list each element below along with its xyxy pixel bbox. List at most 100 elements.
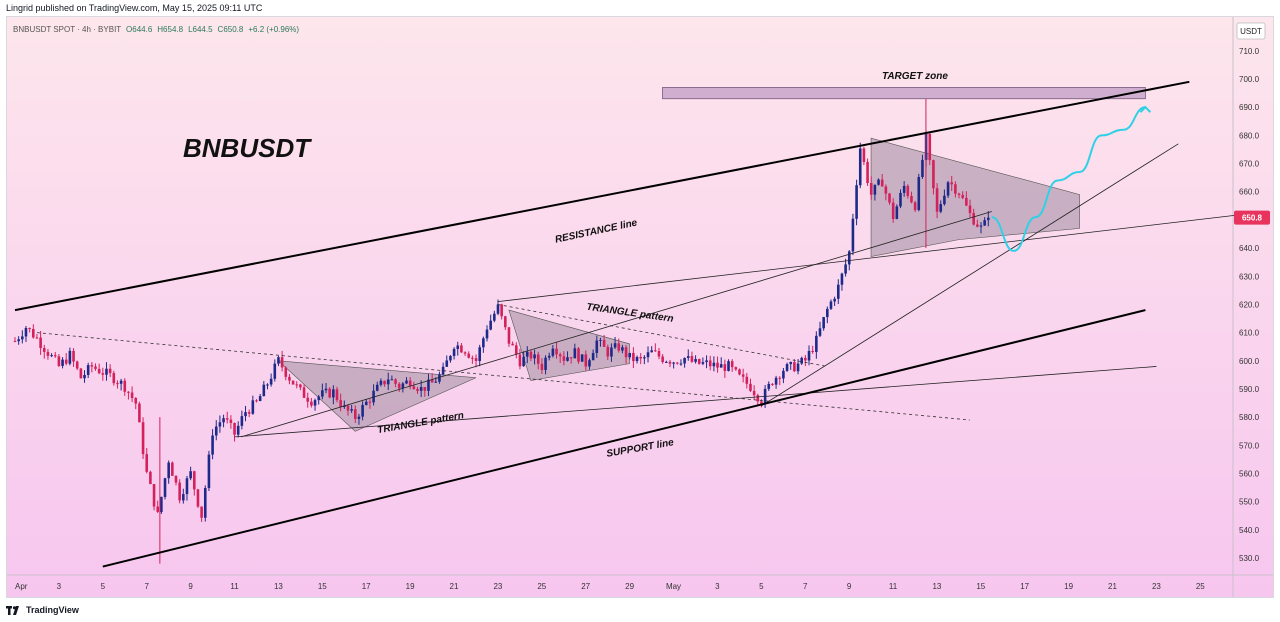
candles-group bbox=[13, 130, 990, 522]
support-line bbox=[102, 309, 1146, 568]
candle-body-73 bbox=[280, 357, 284, 368]
trend-line-2 bbox=[497, 213, 1245, 303]
candle-body-33 bbox=[134, 397, 138, 404]
candle-body-215 bbox=[800, 357, 803, 364]
candle-body-60 bbox=[233, 422, 236, 435]
candle-body-231 bbox=[858, 148, 862, 186]
symbol-info-part-2: H654.8 bbox=[157, 25, 183, 34]
candle-body-153 bbox=[573, 348, 577, 359]
candle-body-36 bbox=[145, 454, 149, 472]
time-axis: Apr 3 5 7 9 11 13 15 17 19 21 23 25 27 29 May 3 5 7 9 11 13 15… bbox=[15, 582, 1205, 591]
candle-body-206 bbox=[767, 383, 771, 389]
candle-body-261 bbox=[968, 205, 972, 214]
candle-body-197 bbox=[734, 367, 738, 370]
candle-body-102 bbox=[386, 379, 390, 385]
candle-body-50 bbox=[196, 489, 200, 507]
candle-body-59 bbox=[229, 419, 233, 423]
candle-body-199 bbox=[741, 374, 745, 377]
candle-body-187 bbox=[697, 359, 701, 364]
candle-body-119 bbox=[449, 355, 452, 361]
candle-body-63 bbox=[244, 412, 247, 417]
time-tick-3: 7 bbox=[144, 582, 149, 591]
candle-body-207 bbox=[771, 383, 774, 385]
time-tick-6: 13 bbox=[274, 582, 283, 591]
chart-area[interactable]: TARGET zone RESISTANCE line TRIANGLE patte… bbox=[6, 16, 1274, 598]
candle-body-245 bbox=[910, 195, 913, 203]
candle-body-171 bbox=[639, 356, 643, 359]
candle-body-11 bbox=[53, 355, 57, 357]
candle-body-31 bbox=[127, 391, 130, 393]
annotation-label-0: TARGET zone bbox=[882, 71, 948, 82]
candle-body-68 bbox=[262, 384, 266, 397]
candle-body-76 bbox=[291, 380, 295, 385]
candle-body-56 bbox=[218, 422, 222, 427]
candle-body-8 bbox=[42, 348, 46, 352]
candle-body-152 bbox=[569, 357, 573, 359]
candle-body-67 bbox=[258, 396, 262, 402]
candle-body-48 bbox=[189, 471, 192, 479]
time-tick-21: 13 bbox=[932, 582, 941, 591]
candle-body-234 bbox=[869, 183, 873, 195]
candle-body-230 bbox=[855, 185, 858, 219]
symbol-info-part-3: L644.5 bbox=[188, 25, 213, 34]
candle-body-134 bbox=[504, 316, 507, 328]
last-price-value: 650.8 bbox=[1242, 214, 1263, 223]
candle-body-4 bbox=[28, 328, 31, 330]
candle-body-75 bbox=[288, 376, 291, 381]
candle-body-219 bbox=[815, 335, 818, 352]
candle-body-224 bbox=[833, 298, 836, 302]
candle-body-127 bbox=[478, 347, 482, 361]
candle-body-93 bbox=[353, 409, 357, 419]
candle-body-265 bbox=[983, 220, 986, 226]
candle-body-23 bbox=[97, 368, 101, 374]
candle-body-178 bbox=[665, 361, 668, 363]
candle-body-79 bbox=[302, 387, 306, 398]
candle-body-24 bbox=[101, 373, 105, 375]
candle-body-121 bbox=[456, 345, 460, 349]
time-tick-15: May bbox=[666, 582, 681, 591]
candle-body-212 bbox=[789, 362, 793, 365]
candle-body-228 bbox=[847, 251, 851, 265]
candle-body-83 bbox=[317, 396, 321, 401]
candle-body-233 bbox=[866, 161, 869, 184]
candle-body-158 bbox=[591, 352, 595, 361]
candle-body-143 bbox=[536, 354, 540, 364]
candle-body-225 bbox=[836, 284, 840, 299]
candle-body-92 bbox=[350, 409, 353, 411]
candle-body-163 bbox=[610, 347, 613, 357]
candle-body-37 bbox=[149, 471, 152, 485]
candle-body-192 bbox=[716, 362, 719, 368]
candle-body-137 bbox=[514, 345, 518, 355]
candle-body-170 bbox=[635, 356, 639, 362]
candle-body-194 bbox=[723, 364, 727, 372]
candle-body-185 bbox=[690, 356, 694, 362]
candle-body-71 bbox=[273, 363, 277, 379]
tradingview-logo-icon[interactable] bbox=[6, 605, 22, 615]
price-tick-4: 570.0 bbox=[1239, 441, 1260, 450]
time-tick-8: 17 bbox=[362, 582, 371, 591]
candle-body-151 bbox=[566, 357, 569, 361]
candle-body-117 bbox=[441, 366, 445, 375]
candle-body-113 bbox=[427, 379, 430, 391]
candle-body-144 bbox=[540, 363, 544, 370]
candle-body-161 bbox=[602, 339, 606, 347]
time-tick-27: 25 bbox=[1196, 582, 1205, 591]
candle-body-29 bbox=[119, 380, 123, 384]
candle-body-186 bbox=[694, 359, 697, 362]
time-tick-1: 3 bbox=[57, 582, 62, 591]
candle-body-27 bbox=[112, 373, 116, 384]
candle-body-227 bbox=[844, 264, 847, 274]
candle-body-198 bbox=[738, 369, 741, 375]
candle-body-77 bbox=[295, 384, 299, 386]
candle-body-193 bbox=[719, 364, 723, 368]
currency-label: USDT bbox=[1240, 27, 1262, 36]
candle-body-124 bbox=[467, 353, 471, 358]
candle-body-41 bbox=[163, 478, 167, 497]
price-tick-18: 710.0 bbox=[1239, 47, 1260, 56]
candle-body-142 bbox=[533, 354, 536, 359]
candle-body-240 bbox=[891, 202, 895, 219]
candle-body-208 bbox=[774, 377, 778, 385]
candle-body-118 bbox=[445, 360, 449, 367]
candle-body-232 bbox=[862, 148, 866, 162]
